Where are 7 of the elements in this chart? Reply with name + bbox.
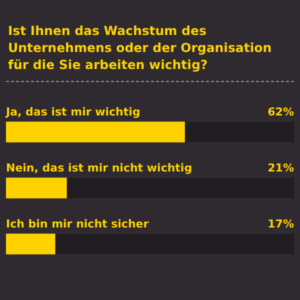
chart-title: Ist Ihnen das Wachstum des Unternehmens oder der Organisation für die Sie arbeiten wichtig? [7, 22, 273, 74]
y-tick-label: Nein, das ist mir nicht wichtig [6, 161, 192, 174]
data-label: 17% [268, 217, 294, 230]
y-tick-label: Ja, das ist mir wichtig [5, 105, 140, 118]
data-label: 62% [268, 105, 294, 118]
y-tick-label: Ich bin mir nicht sicher [6, 217, 150, 230]
data-label: 21% [268, 161, 294, 174]
